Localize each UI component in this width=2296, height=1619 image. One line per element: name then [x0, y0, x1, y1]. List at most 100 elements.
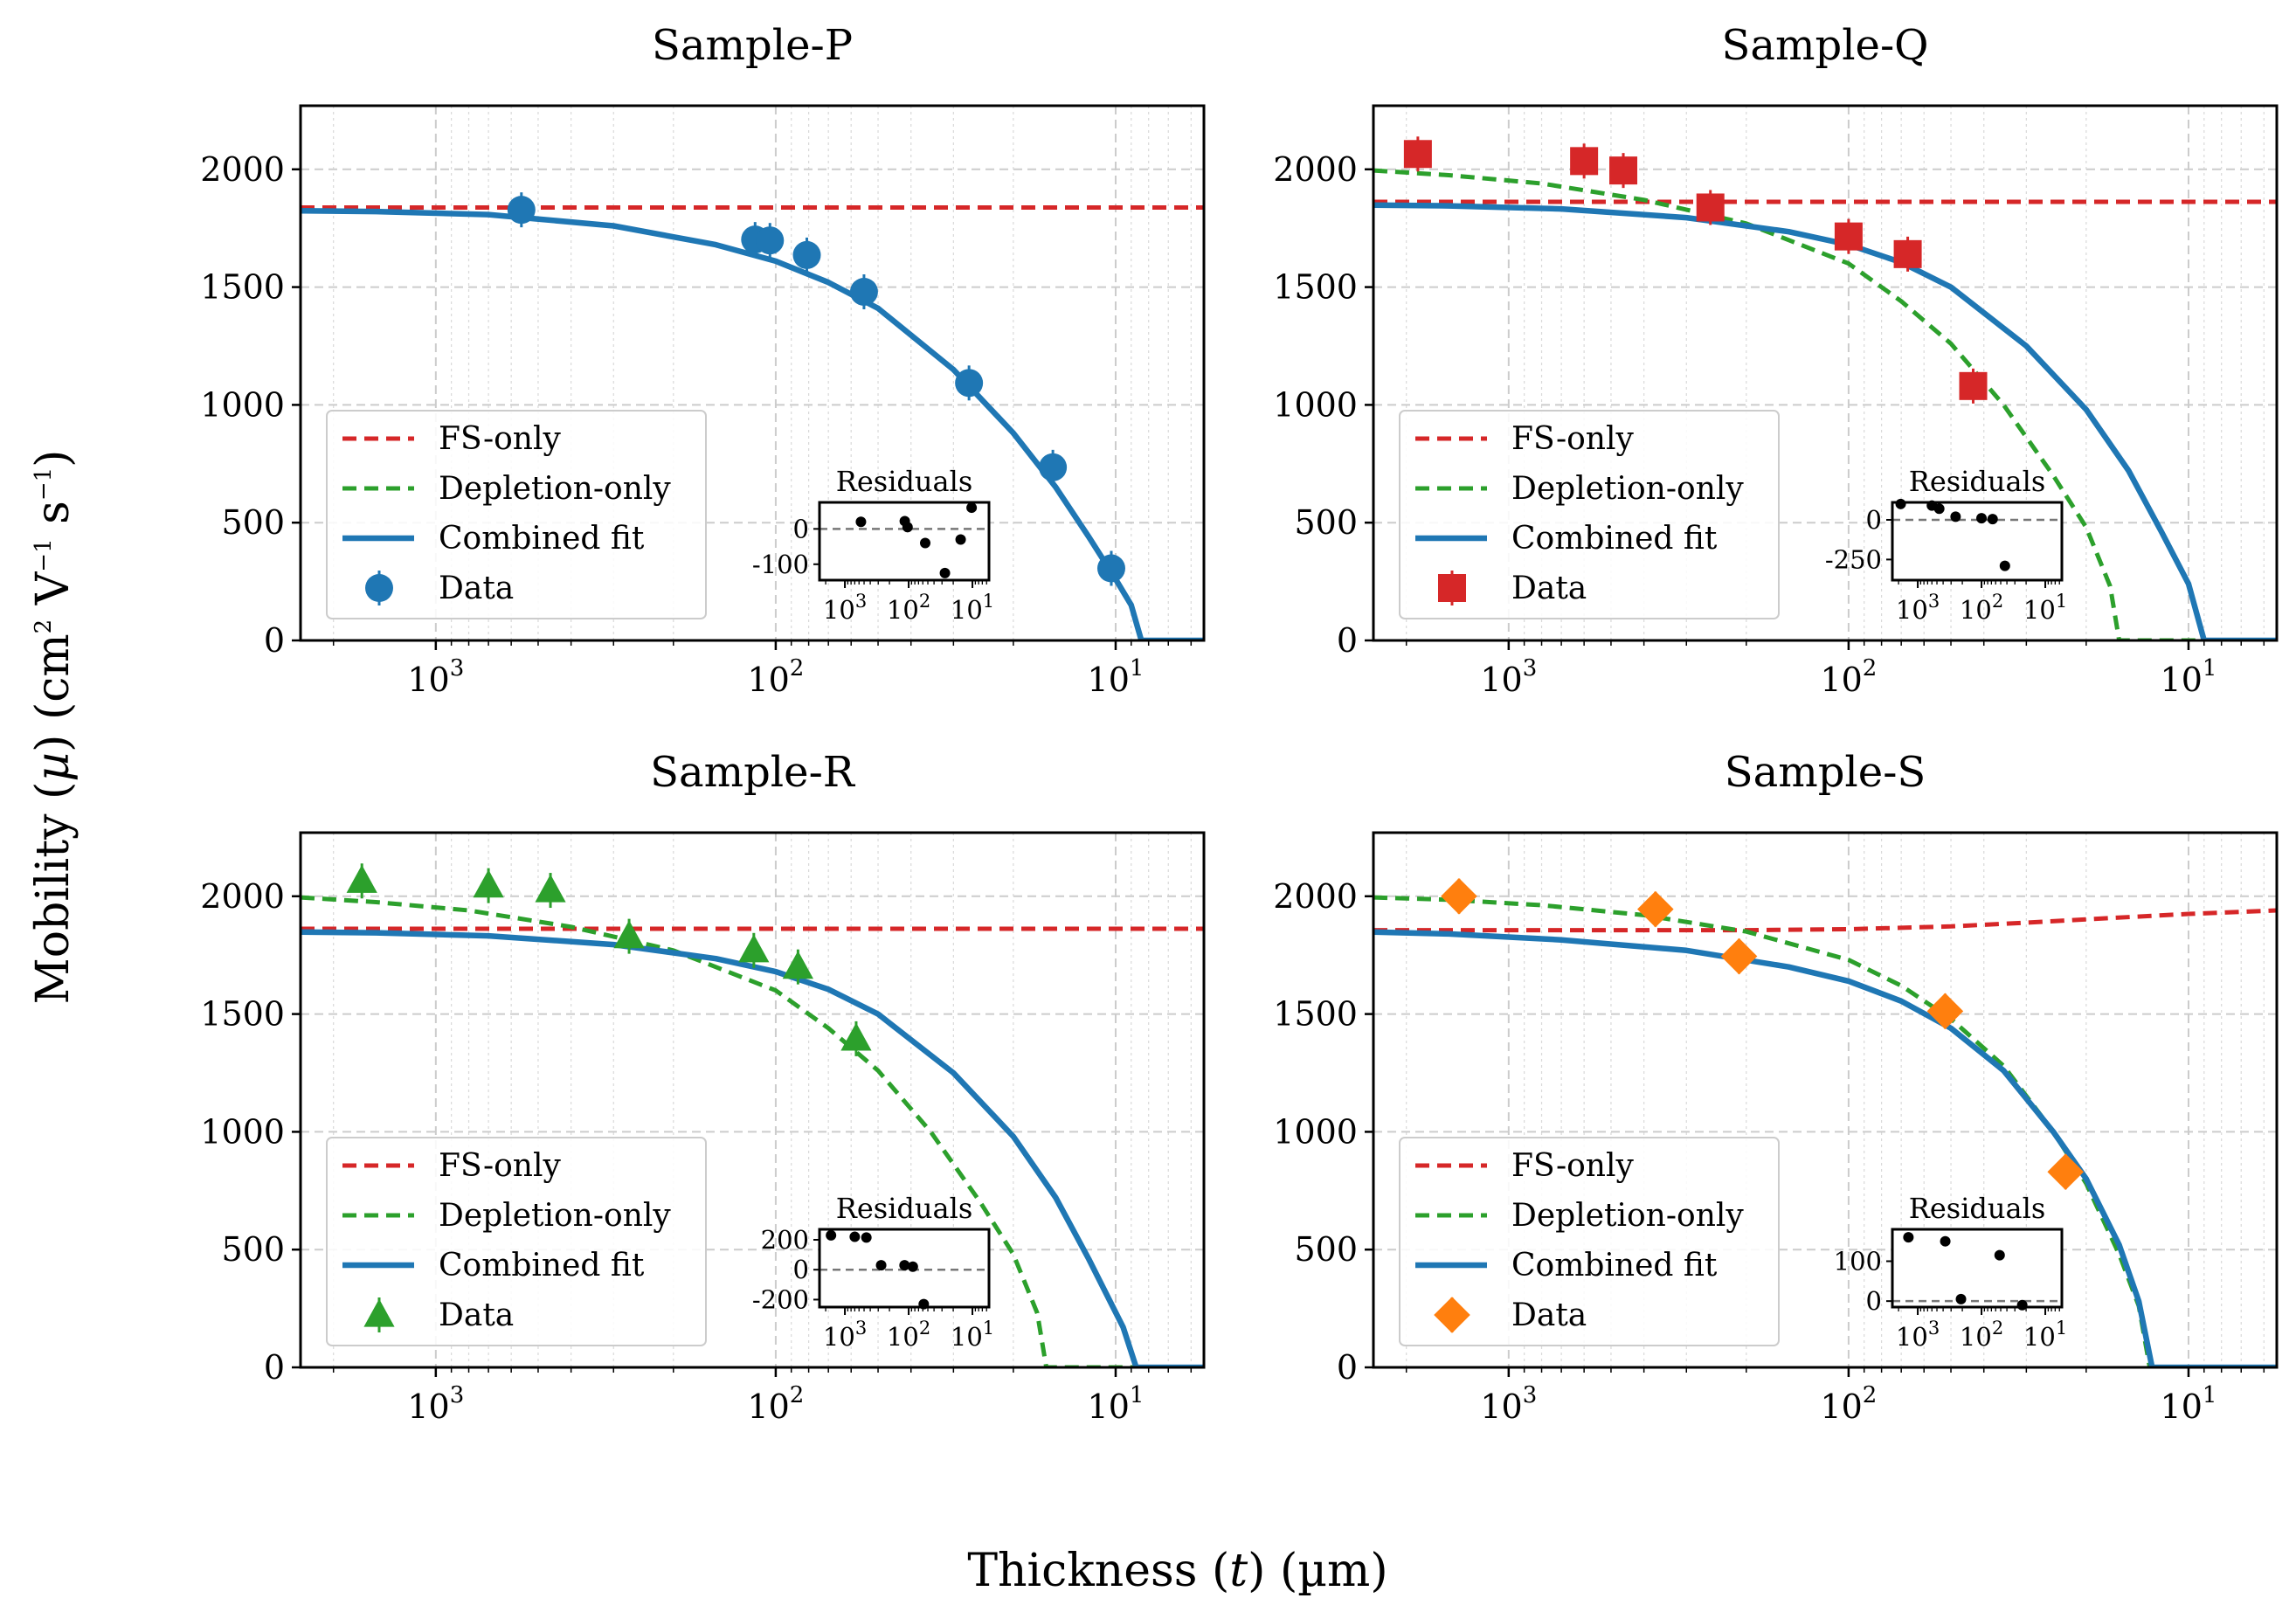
depletion-only-line [301, 895, 1204, 1367]
legend-box [1399, 410, 1780, 619]
legend-label: Data [439, 1297, 514, 1333]
inset-x-tick-label: 101 [2023, 1318, 2067, 1352]
inset-frame [818, 1228, 991, 1309]
inset-x-tick-label: 101 [951, 591, 994, 625]
inset-y-tick-label: -200 [752, 1284, 809, 1314]
inset-background [1892, 502, 2062, 580]
panel-sample-q: Sample-Q 0 500 1000 1500 2000 103 102 101 FS-only… [1273, 21, 2279, 699]
x-tick-label: 101 [1088, 1382, 1145, 1426]
x-tick-label: 103 [1480, 1382, 1537, 1426]
y-tick-label: 500 [221, 503, 285, 542]
data-point [1720, 937, 1758, 975]
grid [301, 106, 1204, 640]
inset-title: Residuals [836, 1192, 973, 1225]
panel-title: Sample-P [652, 21, 853, 70]
grid [1373, 106, 2277, 640]
data-point [955, 369, 984, 398]
inset-y-tick-label: 0 [1866, 505, 1882, 535]
data-point [1441, 877, 1477, 915]
inset-title: Residuals [1909, 465, 2046, 498]
grid [1373, 833, 2277, 1367]
inset-frame [818, 501, 991, 582]
curves [301, 205, 1204, 640]
residual-point [1933, 503, 1945, 515]
data-points [346, 863, 872, 1056]
inset-title: Residuals [836, 465, 973, 498]
y-tick-label: 1000 [1273, 1112, 1358, 1151]
legend-label: Data [1511, 1297, 1587, 1333]
data-point [1403, 140, 1432, 169]
data-point [1893, 239, 1922, 268]
y-axis-label: Mobility (µ) (cm2 V−1 s−1) [27, 450, 80, 1005]
data-point [1609, 156, 1638, 185]
legend-label: Data [439, 571, 514, 606]
residual-point [1994, 1249, 2005, 1261]
data-point [840, 1022, 872, 1051]
grid [301, 833, 1204, 1367]
inset-y-tick-label: 0 [1866, 1286, 1882, 1316]
combined-fit-line [1373, 929, 2277, 1367]
axes-frame [1372, 831, 2279, 1369]
x-axis-label: Thickness (t) (µm) [967, 1545, 1387, 1597]
x-tick-label: 102 [1820, 655, 1877, 699]
residuals-inset: Residuals 100 0 103 102 101 [1834, 1192, 2068, 1352]
residual-point [902, 522, 913, 533]
x-tick-label: 102 [747, 1382, 804, 1426]
y-tick-label: 0 [264, 1348, 285, 1387]
inset-background [1892, 1229, 2062, 1307]
inset-y-tick-label: -100 [752, 550, 809, 579]
inset-x-tick-label: 103 [823, 591, 867, 625]
residual-point [861, 1232, 872, 1243]
y-tick-label: 2000 [200, 877, 285, 916]
x-tick-label: 102 [747, 655, 804, 699]
data-point [1696, 193, 1725, 222]
data-point [792, 240, 821, 269]
y-tick-label: 0 [264, 621, 285, 660]
inset-x-tick-label: 101 [951, 1318, 994, 1352]
inset-x-tick-label: 103 [823, 1318, 867, 1352]
data-points [507, 192, 1125, 586]
legend-label: Depletion-only [1511, 471, 1744, 507]
panel-title: Sample-R [650, 748, 856, 797]
legend-label: FS-only [1511, 1148, 1634, 1184]
residual-point [1950, 511, 1961, 522]
inset-x-tick-label: 102 [1960, 591, 2003, 625]
x-tick-label: 101 [2161, 655, 2217, 699]
data-point [738, 934, 770, 963]
residual-point [955, 534, 966, 545]
legend-marker [1438, 574, 1466, 602]
residual-point [826, 1229, 837, 1241]
x-tick-label: 101 [1088, 655, 1145, 699]
legend-box [1399, 1137, 1780, 1346]
inset-x-tick-label: 103 [1896, 1318, 1940, 1352]
axes-frame [299, 831, 1206, 1369]
axes-frame [299, 104, 1206, 642]
y-tick-label: 1500 [1273, 995, 1358, 1034]
inset-y-tick-label: 100 [1834, 1247, 1882, 1277]
residual-point [1895, 498, 1906, 509]
residual-point [939, 567, 951, 578]
legend-box [326, 410, 707, 619]
data-point [346, 864, 377, 893]
legend-label: Data [1511, 571, 1587, 606]
data-point [613, 920, 645, 949]
x-tick-label: 102 [1820, 1382, 1877, 1426]
y-tick-label: 1000 [200, 1112, 285, 1151]
data-point [535, 874, 566, 903]
legend-label: Depletion-only [439, 471, 671, 507]
legend-marker [1434, 1297, 1470, 1333]
axes-frame [1372, 104, 2279, 642]
panel-title: Sample-S [1725, 748, 1926, 797]
data-point [473, 869, 504, 898]
residuals-inset: Residuals 2000-200 103 102 101 [752, 1192, 994, 1352]
inset-x-tick-label: 102 [887, 591, 930, 625]
legend-label: FS-only [439, 421, 561, 457]
depletion-only-line [1373, 168, 2277, 640]
data-points [1441, 877, 2085, 1191]
residual-point [875, 1260, 887, 1271]
residual-point [966, 502, 978, 514]
curves [1373, 168, 2277, 640]
residuals-inset: Residuals 0 -100 103 102 101 [752, 465, 994, 625]
inset-x-tick-label: 102 [887, 1318, 930, 1352]
